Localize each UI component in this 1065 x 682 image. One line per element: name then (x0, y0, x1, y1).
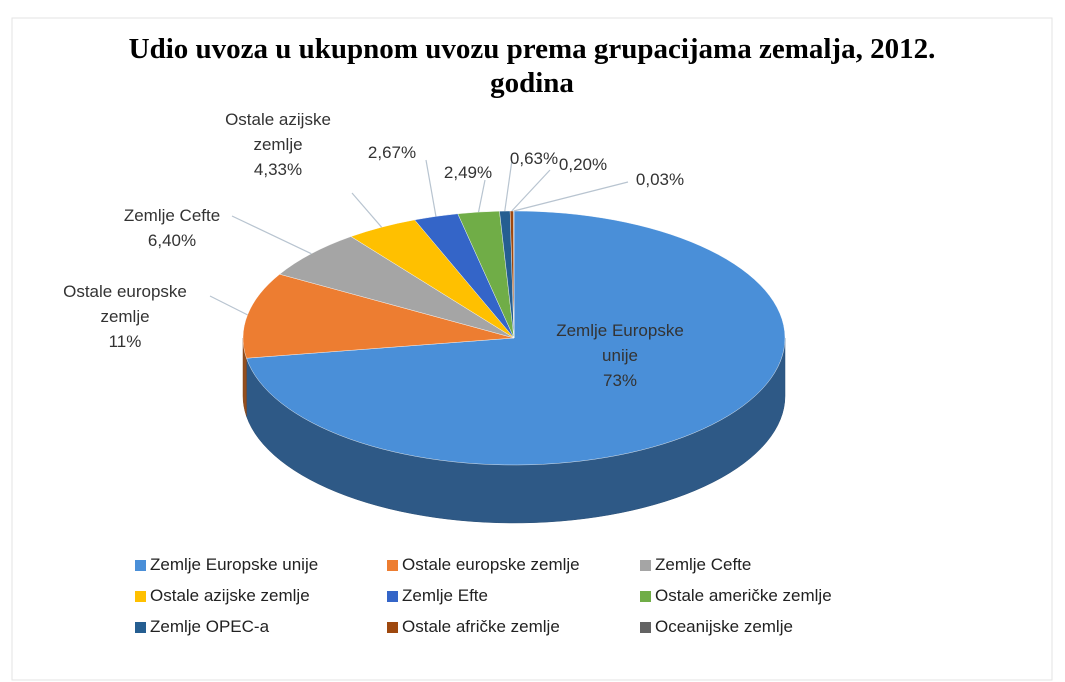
label-value: 2,49% (443, 163, 493, 182)
leader-line (504, 159, 513, 212)
label-value: 4,33% (253, 160, 303, 179)
legend-label: Oceanijske zemlje (655, 617, 793, 636)
legend-item: Ostale afričke zemlje (387, 617, 560, 637)
data-label: Zemlje Europske unije 73% (540, 318, 700, 393)
label-value: 0,03% (635, 170, 685, 189)
legend-item: Ostale europske zemlje (387, 555, 580, 575)
data-label: 0,20% (548, 152, 618, 177)
legend-swatch (640, 621, 651, 633)
chart-title: Udio uvoza u ukupnom uvozu prema grupaci… (128, 33, 936, 99)
legend-label: Ostale američke zemlje (655, 586, 832, 605)
legend-label: Zemlje Cefte (655, 555, 752, 574)
label-category: Zemlje Europske unije (556, 321, 684, 365)
legend-item: Zemlje OPEC-a (135, 617, 269, 637)
legend-label: Ostale afričke zemlje (402, 617, 560, 636)
legend-item: Zemlje Europske unije (135, 555, 318, 575)
data-label: Ostale europske zemlje 11% (40, 279, 210, 354)
data-label: 2,49% (433, 160, 503, 185)
legend-swatch (135, 621, 146, 633)
label-value: 11% (108, 332, 142, 351)
legend-label: Ostale europske zemlje (402, 555, 580, 574)
leader-line (511, 169, 551, 212)
legend-item: Zemlje Cefte (640, 555, 751, 575)
legend-item: Ostale američke zemlje (640, 586, 832, 606)
legend-label: Zemlje OPEC-a (150, 617, 270, 636)
legend-item: Oceanijske zemlje (640, 617, 793, 637)
legend-item: Ostale azijske zemlje (135, 586, 310, 606)
legend-item: Zemlje Efte (387, 586, 488, 606)
data-label: Zemlje Cefte 6,40% (102, 203, 242, 253)
legend-label: Ostale azijske zemlje (150, 586, 310, 605)
legend-swatch (640, 590, 651, 602)
data-label: 0,63% (499, 146, 569, 171)
legend-swatch (387, 559, 398, 571)
label-category: Ostale azijske zemlje (225, 110, 331, 154)
leader-line (231, 215, 312, 255)
label-value: 0,20% (558, 155, 608, 174)
leader-line (209, 295, 248, 316)
legend-swatch (135, 590, 146, 602)
label-category: Zemlje Cefte (123, 206, 221, 225)
label-value: 2,67% (367, 143, 417, 162)
label-value: 6,40% (147, 231, 197, 250)
data-label: 0,03% (625, 167, 695, 192)
legend-label: Zemlje Efte (402, 586, 488, 605)
leader-line (477, 179, 486, 213)
data-label: 2,67% (357, 140, 427, 165)
legend-swatch (135, 559, 146, 571)
leader-line (351, 192, 383, 228)
legend-swatch (640, 559, 651, 571)
legend-swatch (387, 621, 398, 633)
leader-line (425, 159, 437, 217)
label-category: Ostale europske zemlje (63, 282, 187, 326)
chart-frame (11, 17, 1053, 681)
leader-line (513, 181, 629, 212)
label-value: 0,63% (509, 149, 559, 168)
slice (246, 210, 786, 466)
legend-label: Zemlje Europske unije (150, 555, 319, 574)
data-label: Ostale azijske zemlje 4,33% (208, 107, 348, 182)
label-value: 73% (602, 371, 638, 390)
legend-swatch (387, 590, 398, 602)
